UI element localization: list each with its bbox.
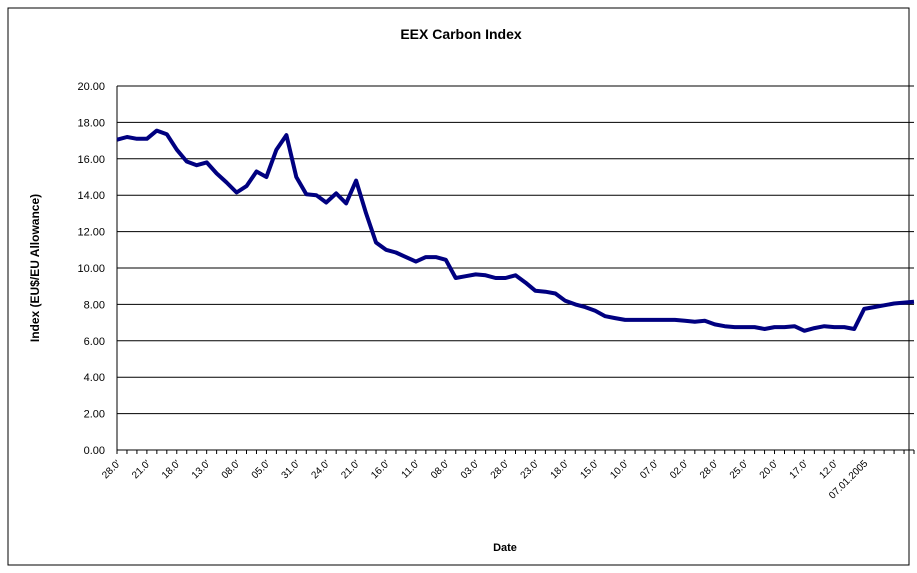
chart-border bbox=[7, 7, 910, 566]
y-tick-label: 2.00 bbox=[84, 409, 105, 421]
data-line bbox=[116, 128, 915, 333]
y-axis-label: Index (EU$/EU Allowance) bbox=[28, 194, 42, 342]
y-tick-label: 8.00 bbox=[84, 299, 105, 311]
y-tick-label: 0.00 bbox=[84, 445, 105, 457]
chart-title: EEX Carbon Index bbox=[400, 26, 522, 42]
y-tick-label: 4.00 bbox=[84, 372, 105, 384]
x-axis-label: Date bbox=[493, 542, 517, 554]
y-tick-label: 12.00 bbox=[77, 227, 105, 239]
y-tick-label: 18.00 bbox=[77, 117, 105, 129]
y-tick-label: 16.00 bbox=[77, 154, 105, 166]
y-tick-label: 10.00 bbox=[77, 263, 105, 275]
y-tick-label: 20.00 bbox=[77, 81, 105, 93]
y-tick-label: 6.00 bbox=[84, 336, 105, 348]
y-tick-label: 14.00 bbox=[77, 190, 105, 202]
